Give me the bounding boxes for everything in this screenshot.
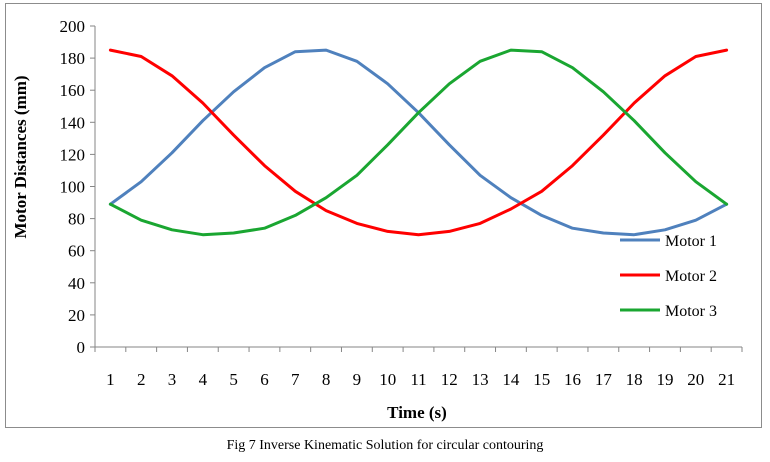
x-tick-label: 11 xyxy=(410,370,426,389)
series-line-motor-3 xyxy=(108,48,729,237)
x-tick-label: 9 xyxy=(353,370,362,389)
figure-caption: Fig 7 Inverse Kinematic Solution for cir… xyxy=(226,438,544,453)
y-tick-label: 60 xyxy=(68,242,85,261)
y-axis-title: Motor Distances (mm) xyxy=(11,75,30,238)
x-tick-label: 8 xyxy=(322,370,331,389)
x-tick-label: 12 xyxy=(441,370,458,389)
x-tick-label: 7 xyxy=(291,370,300,389)
x-tick-label: 14 xyxy=(502,370,520,389)
x-tick-label: 17 xyxy=(595,370,613,389)
y-tick-label: 160 xyxy=(60,81,86,100)
legend-label-motor-1: Motor 1 xyxy=(665,233,717,250)
y-tick-label: 180 xyxy=(60,49,86,68)
legend-label-motor-2: Motor 2 xyxy=(665,268,717,285)
x-tick-label: 19 xyxy=(656,370,673,389)
y-axis-ticks: 0 20 40 60 80 100 120 140 160 180 200 xyxy=(60,17,95,357)
x-tick-label: 2 xyxy=(137,370,146,389)
x-tick-label: 5 xyxy=(229,370,238,389)
y-tick-label: 20 xyxy=(68,306,85,325)
x-tick-label: 10 xyxy=(379,370,396,389)
x-tick-label: 21 xyxy=(718,370,735,389)
y-tick-label: 0 xyxy=(77,338,86,357)
x-tick-label: 6 xyxy=(260,370,269,389)
x-tick-label: 15 xyxy=(533,370,550,389)
x-tick-label: 1 xyxy=(106,370,115,389)
legend-label-motor-3: Motor 3 xyxy=(665,303,717,320)
y-tick-label: 80 xyxy=(68,210,85,229)
x-tick-label: 16 xyxy=(564,370,581,389)
y-tick-label: 40 xyxy=(68,274,85,293)
legend: Motor 1 Motor 2 Motor 3 xyxy=(620,233,717,320)
x-tick-label: 13 xyxy=(472,370,489,389)
y-tick-label: 120 xyxy=(60,145,86,164)
series-lines xyxy=(108,48,729,237)
x-tick-label: 3 xyxy=(168,370,177,389)
y-tick-label: 200 xyxy=(60,17,86,36)
x-tick-label: 4 xyxy=(199,370,208,389)
x-tick-label: 18 xyxy=(626,370,643,389)
x-axis-title: Time (s) xyxy=(387,403,447,422)
series-line-motor-1 xyxy=(108,48,729,237)
y-tick-label: 140 xyxy=(60,113,86,132)
axes xyxy=(94,26,742,348)
series-line-motor-2 xyxy=(108,48,729,237)
x-tick-label: 20 xyxy=(687,370,704,389)
x-axis-ticks: 1 2 3 4 5 6 7 8 9 10 11 12 13 14 15 16 17 18 19 20 21 xyxy=(94,347,743,389)
y-tick-label: 100 xyxy=(60,178,86,197)
